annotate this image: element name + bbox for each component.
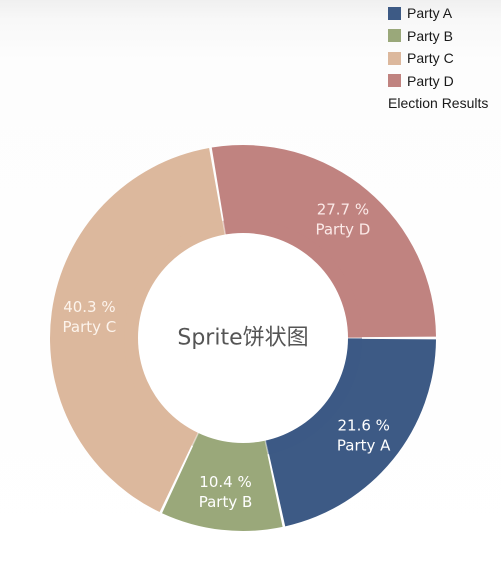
- slice-value-label-party-d: 27.7 %: [317, 201, 369, 219]
- legend-label-party-a: Party A: [407, 5, 453, 22]
- legend-swatch-party-a: [388, 6, 401, 20]
- slice-value-label-party-a: 21.6 %: [337, 416, 389, 434]
- legend: Party A Party B Party C Party D Election Re…: [388, 2, 501, 114]
- slice-inner-band-party-a: [264, 338, 362, 455]
- legend-label-party-d: Party D: [407, 72, 454, 89]
- legend-title: Election Results: [388, 95, 489, 111]
- slice-labels: 21.6 % Party A 10.4 % Party B 40.3 % Party C 2…: [63, 201, 392, 512]
- legend-label-party-c: Party C: [407, 50, 454, 67]
- legend-swatch-party-b: [388, 29, 401, 43]
- slice-inner-band-party-d: [222, 219, 362, 338]
- legend-entry-party-a[interactable]: Party A: [388, 2, 501, 25]
- slice-party-a[interactable]: [264, 338, 436, 527]
- inner-ring-band: [124, 219, 362, 457]
- center-label: Sprite饼状图: [177, 326, 308, 351]
- slice-name-label-party-b: Party B: [199, 493, 253, 511]
- legend-entry-party-d[interactable]: Party D: [388, 70, 501, 93]
- legend-label-party-b: Party B: [407, 27, 453, 44]
- donut-center-hole: [138, 233, 348, 443]
- legend-entry-party-b[interactable]: Party B: [388, 25, 501, 48]
- slice-name-label-party-d: Party D: [315, 221, 370, 239]
- slice-name-label-party-c: Party C: [63, 318, 117, 336]
- legend-entries: Party A Party B Party C Party D: [388, 2, 501, 92]
- slice-party-d[interactable]: [211, 145, 436, 338]
- slice-value-label-party-c: 40.3 %: [63, 298, 115, 316]
- legend-swatch-party-d: [388, 74, 401, 88]
- legend-entry-party-c[interactable]: Party C: [388, 47, 501, 70]
- legend-swatch-party-c: [388, 51, 401, 65]
- slice-inner-band-party-c: [124, 220, 227, 446]
- slice-name-label-party-a: Party A: [337, 436, 391, 454]
- slice-value-label-party-b: 10.4 %: [199, 473, 251, 491]
